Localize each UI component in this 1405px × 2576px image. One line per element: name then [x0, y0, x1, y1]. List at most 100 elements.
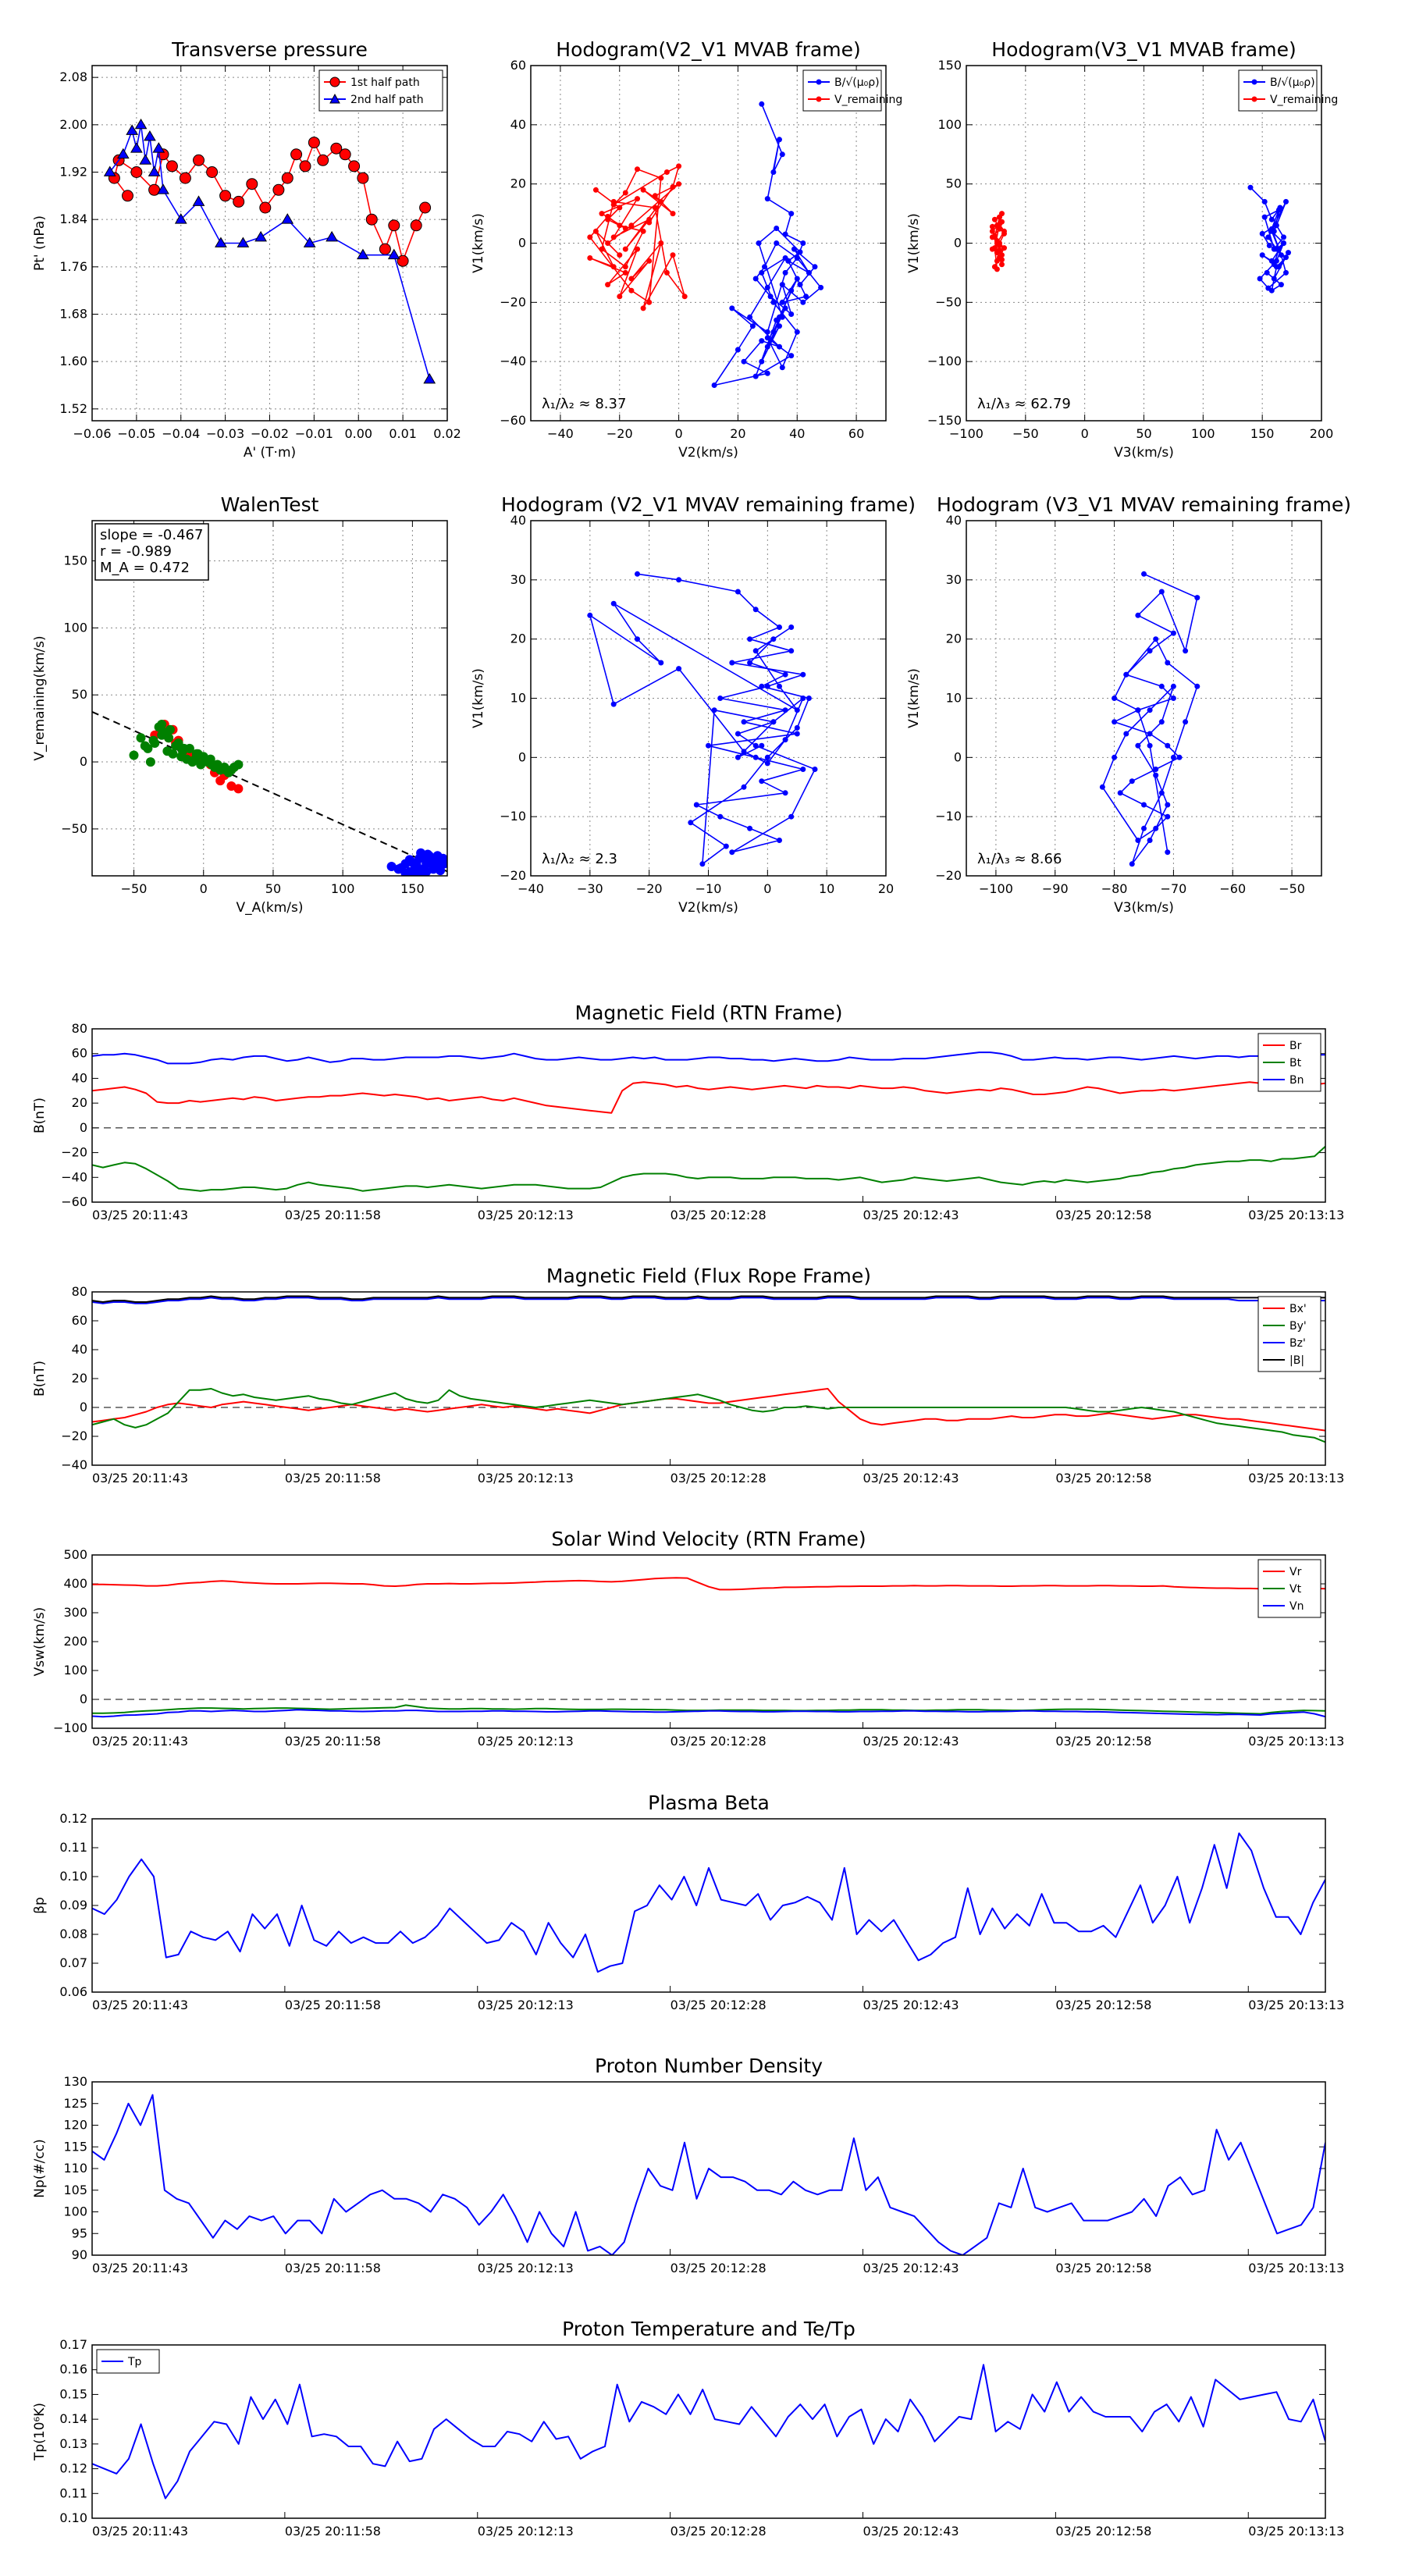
y-tick-label: 60	[72, 1046, 87, 1061]
x-tick-label: 03/25 20:12:28	[670, 2261, 767, 2275]
y-tick-label: 20	[510, 176, 526, 191]
data-point	[1123, 671, 1129, 678]
series-line	[92, 1080, 1325, 1114]
data-point	[1141, 571, 1147, 577]
y-tick-label: −40	[61, 1457, 87, 1472]
data-point	[635, 196, 640, 202]
data-point	[785, 258, 791, 264]
y-axis-label: βp	[32, 1897, 48, 1914]
data-point	[759, 683, 765, 689]
data-point	[233, 784, 244, 794]
x-axis-label: V3(km/s)	[1114, 445, 1174, 461]
data-point	[782, 231, 788, 237]
data-point	[422, 866, 432, 876]
data-point	[741, 749, 747, 755]
data-point	[1141, 825, 1147, 831]
y-tick-label: 95	[72, 2226, 87, 2240]
plot-area	[989, 184, 1291, 294]
y-tick-label: −50	[935, 294, 962, 309]
data-point	[162, 746, 173, 756]
data-point	[290, 148, 303, 161]
x-tick-label: 03/25 20:12:13	[478, 2524, 574, 2539]
data-point	[1165, 660, 1171, 666]
data-point	[770, 636, 777, 642]
solar-wind-velocity-chart: Solar Wind Velocity (RTN Frame) −100 0 100 2…	[32, 1528, 1344, 1749]
data-point	[782, 707, 788, 713]
y-tick-label: −50	[61, 821, 87, 836]
data-point	[997, 221, 1002, 227]
y-axis-label: V_remaining(km/s)	[32, 635, 48, 760]
data-point	[587, 612, 593, 618]
legend: Tp	[96, 2349, 160, 2374]
y-axis-label: V1(km/s)	[471, 668, 486, 728]
data-point	[676, 163, 682, 169]
data-point	[717, 696, 724, 701]
x-tick-label: −0.04	[162, 426, 200, 441]
data-point	[1261, 198, 1268, 205]
y-tick-label: 1.76	[59, 259, 87, 274]
data-point	[130, 142, 143, 153]
legend-label: Bx'	[1289, 1303, 1307, 1315]
data-point	[759, 778, 765, 785]
data-point	[997, 214, 1002, 220]
x-tick-label: 03/25 20:12:28	[670, 1208, 767, 1222]
y-tick-label: −100	[53, 1720, 87, 1735]
data-point	[1147, 838, 1153, 843]
y-tick-label: 0.10	[59, 2510, 87, 2525]
data-point	[1268, 228, 1275, 234]
x-tick-label: 03/25 20:12:58	[1055, 1998, 1151, 2012]
legend-box	[1238, 69, 1318, 112]
y-axis-label: B(nT)	[32, 1098, 48, 1133]
x-tick-label: 03/25 20:13:13	[1248, 1734, 1344, 1749]
data-point	[800, 767, 806, 772]
y-tick-label: 0.07	[59, 1955, 87, 1970]
y-tick-label: 1.60	[59, 354, 87, 368]
x-tick-label: 03/25 20:12:58	[1055, 2524, 1151, 2539]
y-tick-label: 80	[72, 1021, 87, 1036]
y-tick-label: 0.11	[59, 1840, 87, 1855]
data-point	[140, 741, 150, 751]
x-tick-label: 150	[400, 881, 425, 896]
y-tick-label: 0.08	[59, 1927, 87, 1941]
data-point	[246, 178, 258, 190]
y-tick-label: −60	[500, 413, 526, 428]
y-axis-label: Tp(10⁶K)	[32, 2403, 48, 2461]
y-tick-label: 1.84	[59, 212, 87, 226]
data-point	[404, 855, 414, 865]
y-tick-label: 0	[954, 749, 962, 764]
data-point	[1153, 825, 1159, 831]
data-point	[777, 137, 782, 143]
data-point	[1153, 636, 1159, 642]
series-line	[92, 1577, 1325, 1591]
data-point	[670, 184, 676, 190]
data-point	[628, 222, 635, 229]
data-point	[800, 240, 806, 246]
data-point	[1271, 262, 1277, 268]
data-point	[1153, 772, 1159, 778]
data-point	[762, 264, 767, 270]
plot-area	[92, 1577, 1325, 1718]
series-line	[92, 1297, 1325, 1304]
legend-label: Bt	[1289, 1057, 1302, 1069]
data-point	[152, 142, 165, 153]
legend-label: B/√(μ₀ρ)	[834, 76, 880, 89]
data-point	[779, 151, 785, 158]
data-point	[215, 776, 226, 786]
y-tick-label: 100	[63, 620, 87, 635]
data-point	[759, 358, 765, 365]
x-tick-label: 03/25 20:11:43	[92, 1471, 188, 1485]
data-point	[592, 228, 599, 234]
data-point	[788, 648, 795, 654]
data-point	[281, 213, 294, 224]
data-point	[806, 269, 812, 276]
data-point	[103, 165, 116, 176]
x-tick-label: 03/25 20:12:28	[670, 2524, 767, 2539]
data-point	[622, 269, 628, 276]
data-point	[617, 294, 623, 300]
legend-label: |B|	[1289, 1354, 1304, 1367]
series-line	[92, 1388, 1325, 1432]
data-point	[764, 196, 770, 202]
data-point	[646, 219, 653, 226]
data-point	[764, 284, 770, 290]
data-point	[767, 294, 774, 300]
